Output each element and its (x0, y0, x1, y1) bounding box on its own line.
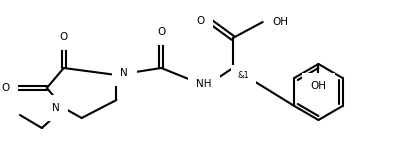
Text: O: O (157, 27, 165, 37)
Text: O: O (197, 16, 205, 26)
Text: N: N (120, 68, 128, 78)
Text: NH: NH (196, 79, 212, 89)
Text: O: O (2, 83, 10, 93)
Text: OH: OH (273, 17, 289, 27)
Text: O: O (60, 32, 68, 42)
Text: OH: OH (310, 81, 326, 91)
Text: N: N (52, 103, 60, 113)
Text: &1: &1 (238, 71, 249, 81)
